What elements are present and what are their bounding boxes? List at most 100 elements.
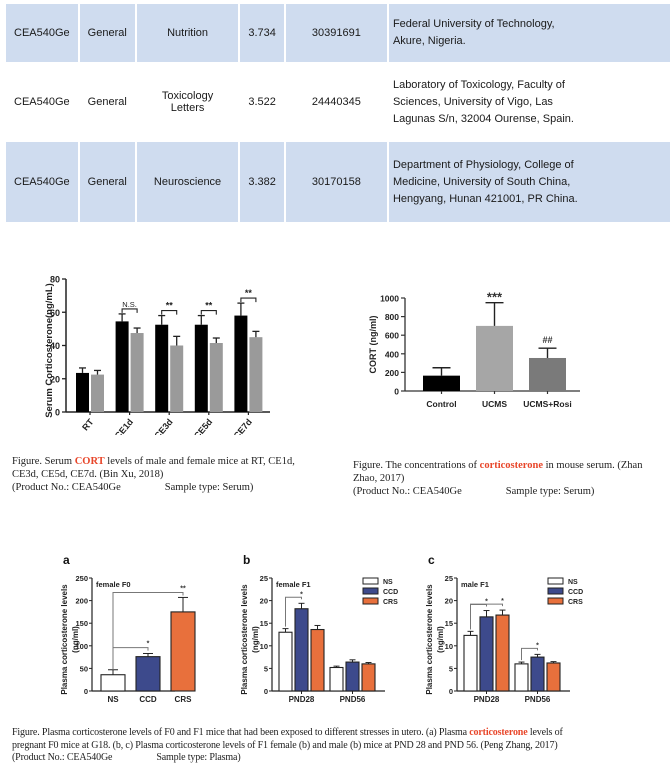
y-tick-label: 60 — [50, 308, 60, 318]
caption-highlight: corticosterone — [479, 460, 544, 471]
affiliation-cell: Federal University of Technology, Akure, … — [388, 4, 670, 62]
significance-label: ** — [180, 585, 186, 592]
affiliation-line: Medicine, University of South China, — [392, 175, 571, 188]
bar-ns — [463, 634, 478, 692]
bar-ccd — [479, 616, 494, 692]
reference-table: CEA540Ge General Nutrition 3.734 30391691 Fed… — [4, 4, 672, 222]
y-tick-label: 200 — [385, 368, 399, 378]
bar — [423, 375, 460, 391]
bar-male — [155, 324, 169, 412]
figure-caption-1: Figure. Serum CORT levels of male and fe… — [12, 455, 332, 494]
affiliation-line: Laboratory of Toxicology, Faculty of — [392, 78, 565, 91]
legend-label: NS — [383, 579, 393, 586]
bar-ns — [514, 663, 529, 692]
table-row: CEA540Ge General Neuroscience 3.382 30170158… — [6, 142, 670, 222]
caption-text: levels of male and female mice at RT, CE… — [104, 456, 295, 467]
figure-caption-3: Figure. Plasma corticosterone levels of … — [12, 727, 672, 765]
y-tick-label: 0 — [394, 387, 399, 397]
legend-label: CRS — [568, 599, 583, 606]
table-row: CEA540Ge General Toxicology Letters 3.522 24… — [6, 62, 670, 142]
bar-female — [209, 343, 223, 412]
significance-label: * — [300, 591, 303, 598]
type-cell: General — [87, 96, 127, 108]
impact-factor-cell: 3.382 — [240, 142, 284, 222]
affiliation-line: Lagunas S/n, 32004 Ourense, Spain. — [392, 112, 574, 125]
bar-ns — [278, 631, 293, 692]
bar — [135, 656, 161, 692]
x-tick-label: PND28 — [474, 695, 500, 704]
y-tick-label: 600 — [385, 331, 399, 341]
significance-bracket — [240, 297, 257, 303]
y-tick-label: 0 — [264, 687, 268, 696]
significance-label: * — [485, 599, 488, 606]
legend-swatch — [547, 587, 564, 595]
affiliation-line: Department of Physiology, College of — [392, 158, 574, 171]
significance-label: *** — [487, 290, 503, 305]
significance-bracket — [470, 603, 503, 630]
significance-label: ** — [245, 288, 253, 298]
impact-factor-cell: 3.734 — [240, 4, 284, 62]
y-tick-label: 150 — [75, 619, 88, 628]
y-tick-label: 80 — [50, 275, 60, 285]
bar-ccd — [294, 608, 309, 692]
bar — [170, 611, 196, 692]
affiliation-line: Hengyang, Hunan 421001, PR China. — [392, 192, 578, 205]
x-tick-label: CRS — [175, 695, 193, 704]
y-tick-label: 5 — [449, 664, 453, 673]
caption-text: levels of — [527, 727, 563, 738]
chart-panel-b: b 0 5 10 15 20 25 Plasma corticosterone levels(… — [240, 553, 398, 704]
product-number-cell: CEA540Ge — [6, 4, 78, 62]
legend-swatch — [362, 587, 379, 595]
y-tick-label: 200 — [75, 597, 88, 606]
x-tick-label: PND56 — [525, 695, 551, 704]
sample-type: Sample type: Plasma) — [156, 752, 241, 763]
x-tick-label: CE3d — [152, 417, 174, 435]
y-tick-label: 10 — [260, 642, 268, 651]
y-axis-label: CORT (ng/ml) — [368, 316, 378, 374]
chart-panel-a: a 0 50 100 150 200 250 Plasma corticosterone le… — [60, 553, 196, 704]
bar-crs — [495, 614, 510, 692]
bar-ccd — [530, 656, 545, 692]
bar-female — [91, 374, 104, 412]
y-tick-label: 250 — [75, 574, 88, 583]
panel-title: female F0 — [96, 580, 131, 589]
significance-label: ** — [205, 301, 213, 311]
panel-title: male F1 — [461, 580, 489, 589]
y-tick-label: 0 — [84, 687, 88, 696]
sample-type: Sample type: Serum) — [505, 486, 595, 497]
x-tick-label: RT — [80, 416, 96, 432]
product-number: (Product No.: CEA540Ge — [353, 486, 462, 497]
x-tick-label: UCMS+Rosi — [523, 399, 571, 409]
impact-factor-cell: 3.522 — [248, 96, 276, 108]
significance-bracket — [112, 591, 184, 648]
caption-highlight: CORT — [74, 456, 105, 467]
chart-cort-ucms: 0 200 400 600 800 1000 CORT (ng/ml) Control UCMS… — [368, 290, 580, 409]
y-tick-label: 20 — [445, 597, 453, 606]
bar — [529, 357, 566, 391]
caption-text: CE3d, CE5d, CE7d. (Bin Xu, 2018) — [12, 469, 164, 480]
affiliation-cell: Laboratory of Toxicology, Faculty of Scie… — [389, 62, 670, 142]
legend-label: NS — [568, 579, 578, 586]
significance-label: ** — [166, 301, 174, 311]
pmid-cell: 24440345 — [311, 96, 361, 108]
bar-crs — [310, 628, 325, 692]
affiliation-cell: Department of Physiology, College of Medi… — [388, 142, 670, 222]
y-axis-unit: (ng/ml) — [251, 626, 260, 653]
type-cell: General — [79, 4, 135, 62]
y-axis-label: Plasma corticosterone levels — [60, 584, 69, 695]
product-number: (Product No.: CEA540Ge — [12, 752, 113, 763]
y-tick-label: 20 — [50, 374, 60, 384]
significance-label: * — [536, 642, 539, 649]
significance-bracket — [121, 308, 138, 313]
affiliation-line: Akure, Nigeria. — [392, 35, 466, 47]
y-tick-label: 800 — [385, 312, 399, 322]
product-number-cell: CEA540Ge — [6, 142, 78, 222]
y-tick-label: 25 — [260, 574, 268, 583]
x-tick-label: CE5d — [192, 417, 214, 435]
significance-bracket — [200, 310, 217, 315]
y-tick-label: 50 — [80, 664, 88, 673]
significance-label: * — [147, 641, 150, 648]
caption-highlight: corticosterone — [469, 727, 528, 738]
y-axis-unit: (ng/ml) — [71, 626, 80, 653]
legend-label: CCD — [568, 589, 583, 596]
